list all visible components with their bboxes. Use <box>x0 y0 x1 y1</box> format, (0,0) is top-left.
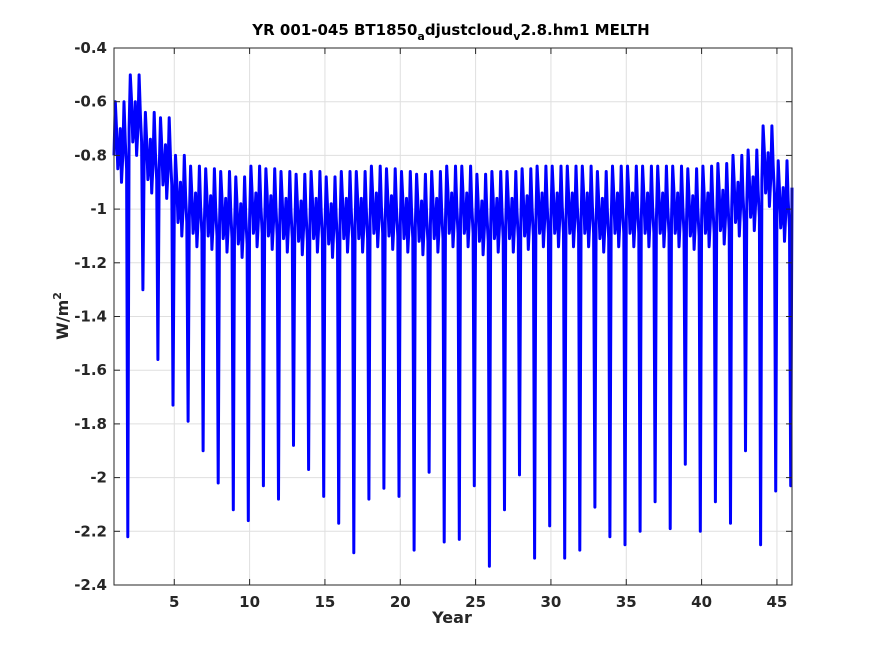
x-tick-label: 45 <box>766 593 787 611</box>
y-axis-label: W/m2 <box>51 292 72 340</box>
y-tick-label: -2.2 <box>74 522 107 540</box>
series-line <box>112 73 794 568</box>
x-tick-label: 20 <box>390 593 411 611</box>
x-ticks: 5 10 15 20 25 30 35 40 45 <box>169 48 787 611</box>
x-tick-label: 40 <box>691 593 712 611</box>
y-ticks: -2.4 -2.2 -2 -1.8 -1.6 -1.4 -1.2 -1 -0.8 -0.6 -0.4 <box>74 39 792 594</box>
y-tick-label: -1.4 <box>74 308 107 326</box>
y-axis-label-superscript: 2 <box>51 292 64 300</box>
y-tick-label: -1.6 <box>74 361 107 379</box>
y-tick-label: -0.6 <box>74 93 107 111</box>
x-axis-label: Year <box>431 608 472 627</box>
y-tick-label: -1.8 <box>74 415 107 433</box>
x-tick-label: 30 <box>540 593 561 611</box>
y-tick-label: -0.4 <box>74 39 107 57</box>
chart-title-part-e: 2.8.hm1 MELTH <box>520 21 649 39</box>
chart-title-part-c: djustcloud <box>425 21 513 39</box>
x-tick-label: 10 <box>239 593 260 611</box>
x-tick-label: 35 <box>616 593 637 611</box>
series-group <box>112 73 794 568</box>
x-tick-label: 5 <box>169 593 179 611</box>
y-tick-label: -0.8 <box>74 146 107 164</box>
y-tick-label: -1.2 <box>74 254 107 272</box>
y-tick-label: -1 <box>90 200 107 218</box>
x-tick-label: 25 <box>465 593 486 611</box>
x-tick-label: 15 <box>314 593 335 611</box>
y-tick-label: -2 <box>90 469 107 487</box>
y-tick-label: -2.4 <box>74 576 107 594</box>
chart-title: YR 001-045 BT1850adjustcloudv2.8.hm1 MEL… <box>251 21 649 43</box>
chart-title-subscript-a: a <box>417 30 424 43</box>
y-axis-label-base: W/m <box>53 300 72 340</box>
chart-title-subscript-v: v <box>513 30 521 43</box>
chart-title-part-a: YR 001-045 BT1850 <box>251 21 417 39</box>
